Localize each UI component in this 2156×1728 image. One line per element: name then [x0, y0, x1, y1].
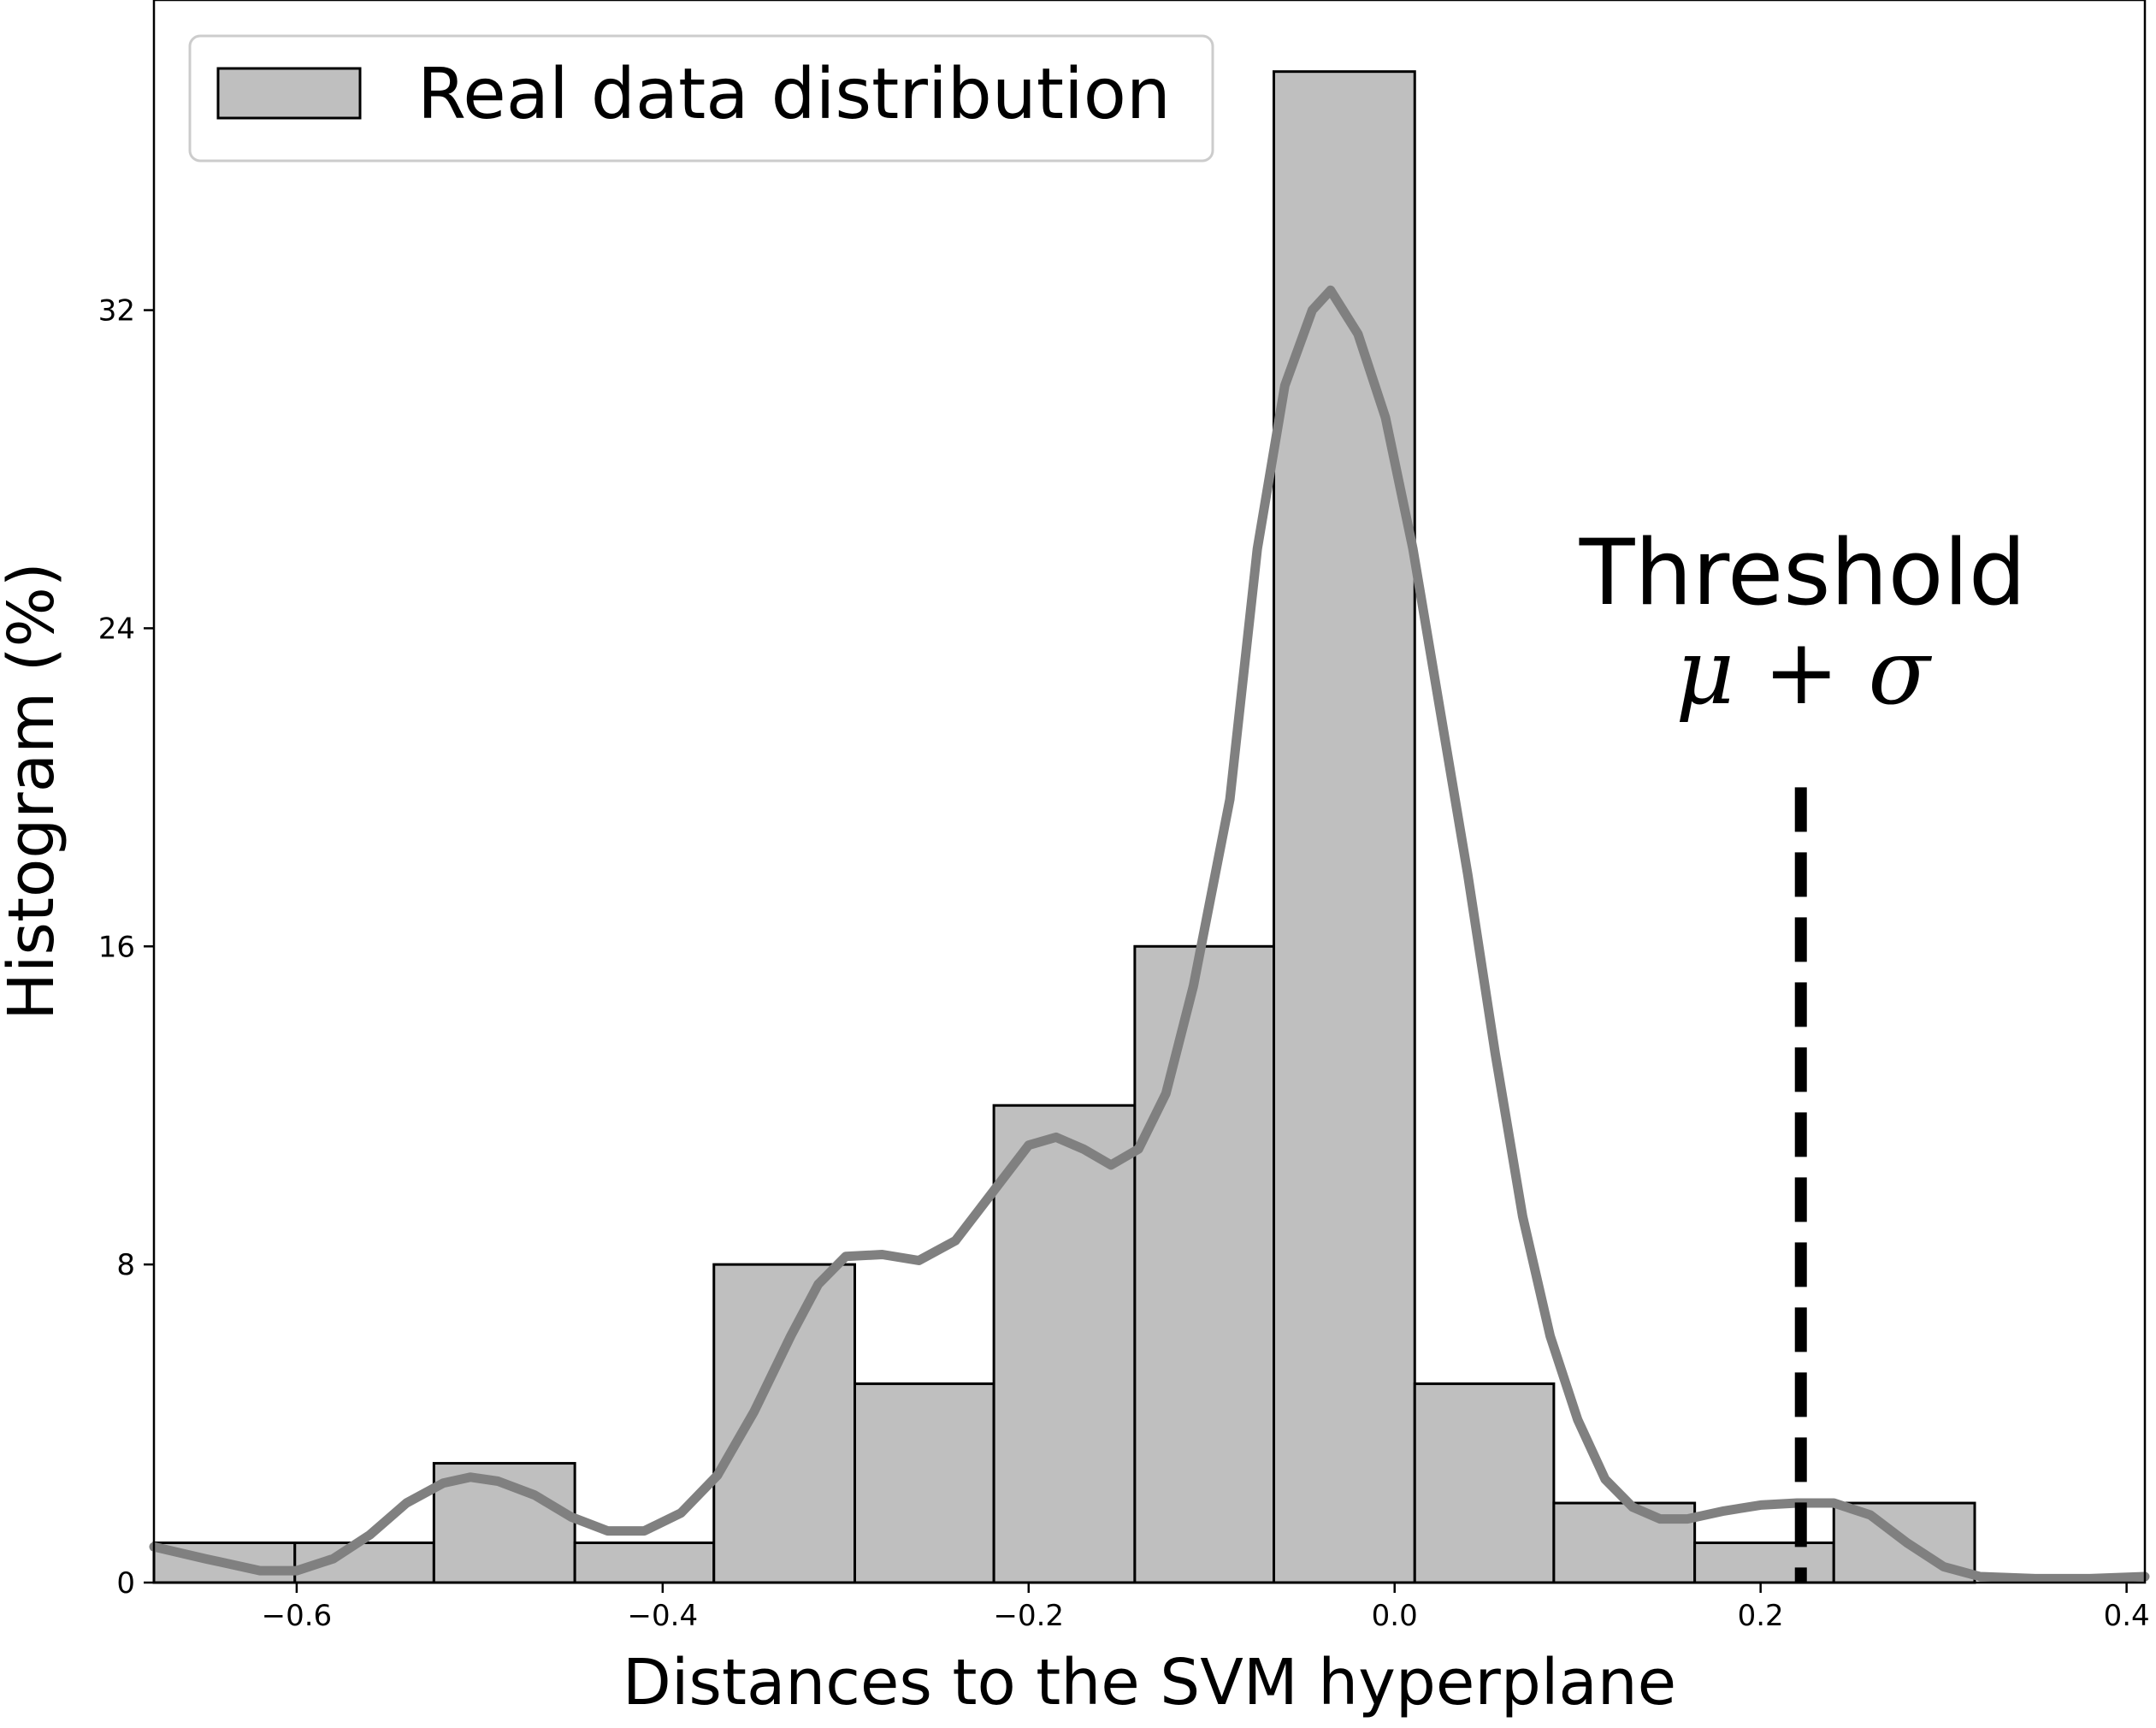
x-tick-label-0: −0.6: [262, 1599, 333, 1633]
legend-swatch: [216, 67, 362, 120]
histogram-bar-6: [992, 1104, 1137, 1584]
y-tick-label-0: 0: [116, 1566, 135, 1601]
threshold-annotation: Threshold μ + σ: [1579, 520, 2026, 725]
density-curve: [149, 285, 2150, 1583]
x-tick-label-4: 0.2: [1738, 1599, 1784, 1633]
x-tick-label-5: 0.4: [2104, 1599, 2150, 1633]
x-axis-label: Distances to the SVM hyperplane: [623, 1646, 1676, 1719]
threshold-label: Threshold: [1579, 520, 2026, 625]
histogram-bar-3: [573, 1542, 716, 1584]
y-tick-label-4: 32: [98, 294, 135, 328]
histogram-bar-11: [1693, 1542, 1835, 1584]
y-tick-label-3: 24: [98, 612, 135, 646]
plot-frame: [152, 0, 2147, 1584]
histogram-bar-9: [1413, 1382, 1556, 1584]
legend-label: Real data distribution: [417, 54, 1171, 135]
x-tick-label-1: −0.4: [628, 1599, 699, 1633]
x-tick-label-3: 0.0: [1372, 1599, 1418, 1633]
y-tick-label-1: 8: [116, 1248, 135, 1282]
threshold-formula: μ + σ: [1675, 619, 1932, 725]
y-axis-label: Histogram (%): [0, 562, 68, 1020]
legend: Real data distribution: [188, 34, 1214, 163]
histogram-bar-8: [1273, 70, 1416, 1584]
histogram-bar-4: [712, 1263, 857, 1584]
x-axis: −0.6 −0.4 −0.2 0.0 0.2 0.4: [262, 1583, 2150, 1633]
bars-layer: [152, 70, 1976, 1584]
x-tick-label-2: −0.2: [993, 1599, 1064, 1633]
y-axis: 0 8 16 24 32: [98, 294, 154, 1601]
curve-layer: [149, 285, 2150, 1583]
y-tick-label-2: 16: [98, 930, 135, 964]
histogram-bar-7: [1133, 944, 1275, 1584]
legend-box: [188, 34, 1214, 163]
histogram-bar-5: [854, 1382, 995, 1584]
